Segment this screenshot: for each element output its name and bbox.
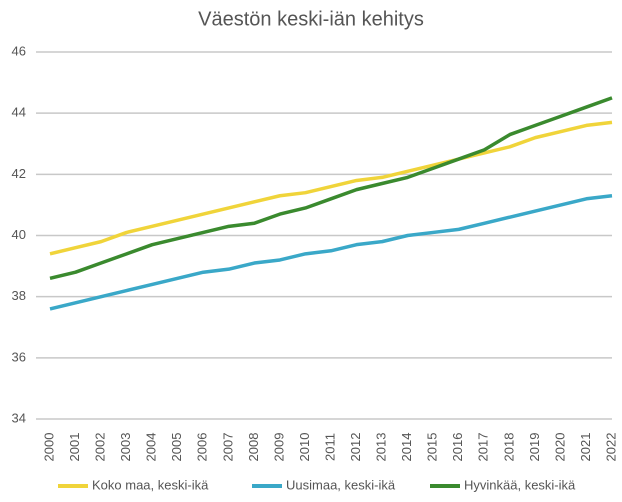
x-tick-label: 2019 bbox=[527, 433, 542, 462]
x-tick-label: 2021 bbox=[578, 433, 593, 462]
chart-title: Väestön keski-iän kehitys bbox=[198, 8, 424, 30]
x-tick-label: 2022 bbox=[603, 433, 618, 462]
x-tick-label: 2014 bbox=[399, 433, 414, 462]
x-tick-label: 2012 bbox=[348, 433, 363, 462]
x-tick-label: 2020 bbox=[552, 433, 567, 462]
y-tick-label: 36 bbox=[12, 349, 26, 364]
x-tick-label: 2008 bbox=[246, 433, 261, 462]
x-tick-label: 2002 bbox=[93, 433, 108, 462]
y-tick-label: 46 bbox=[12, 43, 26, 58]
y-tick-label: 42 bbox=[12, 166, 26, 181]
x-tick-label: 2003 bbox=[118, 433, 133, 462]
x-tick-label: 2016 bbox=[450, 433, 465, 462]
x-tick-label: 2017 bbox=[476, 433, 491, 462]
x-tick-label: 2004 bbox=[144, 433, 159, 462]
x-tick-label: 2015 bbox=[425, 433, 440, 462]
x-tick-label: 2011 bbox=[322, 433, 337, 461]
x-tick-label: 2006 bbox=[195, 433, 210, 462]
y-tick-label: 34 bbox=[12, 410, 26, 425]
y-tick-label: 44 bbox=[12, 105, 26, 120]
legend-label: Hyvinkää, keski-ikä bbox=[464, 477, 576, 492]
x-tick-label: 2001 bbox=[67, 433, 82, 462]
x-tick-label: 2005 bbox=[169, 433, 184, 462]
y-tick-label: 38 bbox=[12, 288, 26, 303]
legend-label: Uusimaa, keski-ikä bbox=[286, 477, 396, 492]
x-tick-label: 2000 bbox=[41, 433, 56, 462]
x-tick-label: 2009 bbox=[271, 433, 286, 462]
x-tick-label: 2010 bbox=[297, 433, 312, 462]
series-line bbox=[49, 120, 613, 256]
series-line bbox=[49, 194, 613, 311]
x-tick-label: 2007 bbox=[220, 433, 235, 462]
legend-label: Koko maa, keski-ikä bbox=[92, 477, 209, 492]
y-tick-label: 40 bbox=[12, 227, 26, 242]
x-tick-label: 2013 bbox=[374, 433, 389, 462]
series-line bbox=[49, 96, 613, 281]
x-tick-label: 2018 bbox=[501, 433, 516, 462]
